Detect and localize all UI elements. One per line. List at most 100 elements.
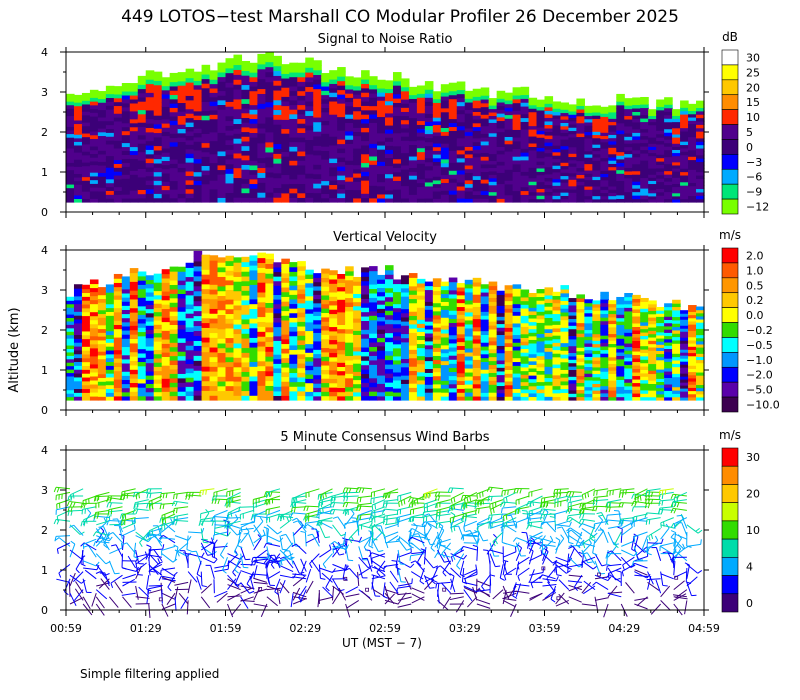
heatmap-cell [97, 298, 107, 303]
heatmap-cell [464, 307, 474, 313]
heatmap-cell [496, 198, 506, 203]
heatmap-cell [648, 174, 657, 178]
heatmap-cell [688, 195, 697, 200]
heatmap-cell [536, 184, 546, 189]
heatmap-cell [66, 355, 75, 360]
heatmap-cell [576, 294, 585, 299]
heatmap-cell [345, 185, 354, 191]
heatmap-cell [289, 354, 298, 360]
heatmap-cell [400, 383, 410, 389]
heatmap-cell [313, 116, 322, 123]
heatmap-cell [89, 375, 99, 381]
heatmap-cell [504, 194, 514, 199]
heatmap-cell [512, 338, 522, 343]
heatmap-cell [696, 365, 705, 370]
heatmap-cell [129, 94, 139, 100]
heatmap-cell [185, 130, 195, 136]
heatmap-cell [377, 136, 386, 142]
heatmap-cell [241, 187, 251, 194]
heatmap-cell [688, 107, 697, 111]
heatmap-cell [369, 122, 378, 128]
heatmap-cell [480, 330, 490, 336]
heatmap-cell [400, 279, 410, 285]
heatmap-cell [512, 311, 522, 316]
heatmap-cell [552, 198, 562, 203]
heatmap-cell [305, 347, 314, 353]
heatmap-cell [520, 136, 530, 142]
heatmap-cell [448, 94, 458, 100]
heatmap-cell [664, 367, 673, 372]
heatmap-cell [265, 341, 274, 347]
heatmap-cell [472, 122, 482, 128]
heatmap-cell [217, 113, 227, 119]
heatmap-cell [369, 382, 378, 388]
heatmap-cell [416, 151, 426, 156]
heatmap-cell [361, 171, 370, 177]
heatmap-cell [648, 303, 657, 308]
heatmap-cell [385, 359, 394, 365]
heatmap-cell [361, 140, 370, 146]
heatmap-cell [281, 352, 290, 359]
heatmap-cell [632, 118, 641, 123]
heatmap-cell [217, 342, 227, 349]
heatmap-cell [392, 115, 402, 121]
heatmap-cell [89, 130, 99, 136]
heatmap-cell [313, 159, 322, 165]
heatmap-cell [456, 333, 466, 339]
heatmap-cell [448, 346, 458, 352]
heatmap-cell [265, 375, 274, 382]
heatmap-cell [560, 119, 570, 123]
heatmap-cell [353, 131, 362, 137]
heatmap-cell [520, 198, 530, 203]
heatmap-cell [337, 315, 346, 321]
heatmap-cell [305, 163, 314, 169]
heatmap-cell [145, 70, 155, 76]
heatmap-cell [385, 80, 394, 86]
heatmap-cell [153, 136, 163, 142]
heatmap-cell [584, 147, 593, 152]
heatmap-cell [161, 378, 171, 384]
heatmap-cell [241, 395, 251, 401]
heatmap-cell [233, 390, 243, 396]
heatmap-cell [73, 365, 83, 370]
heatmap-cell [472, 347, 482, 352]
heatmap-cell [345, 151, 354, 157]
heatmap-cell [105, 326, 115, 332]
heatmap-cell [520, 121, 530, 126]
heatmap-cell [105, 124, 115, 130]
heatmap-cell [680, 191, 689, 196]
heatmap-cell [105, 143, 115, 149]
heatmap-cell [408, 336, 418, 342]
heatmap-cell [161, 168, 171, 174]
heatmap-cell [416, 379, 426, 385]
heatmap-cell [281, 169, 290, 176]
heatmap-cell [632, 163, 641, 168]
heatmap-cell [129, 83, 139, 88]
heatmap-cell [297, 376, 306, 383]
heatmap-cell [273, 138, 282, 145]
heatmap-cell [592, 396, 601, 401]
heatmap-cell [281, 296, 290, 302]
heatmap-cell [233, 309, 243, 316]
heatmap-cell [592, 307, 601, 311]
heatmap-cell [177, 342, 187, 348]
heatmap-cell [488, 195, 498, 200]
heatmap-cell [273, 308, 282, 314]
heatmap-cell [329, 296, 338, 302]
heatmap-cell [337, 76, 346, 82]
heatmap-cell [305, 334, 314, 340]
heatmap-cell [209, 140, 219, 146]
heatmap-cell [297, 174, 306, 180]
heatmap-cell [257, 380, 266, 386]
heatmap-cell [408, 106, 418, 111]
heatmap-cell [353, 118, 362, 124]
heatmap-cell [353, 383, 362, 389]
colorbar-label: 25 [746, 66, 760, 79]
heatmap-cell [656, 368, 665, 373]
heatmap-cell [385, 133, 394, 138]
heatmap-cell [440, 162, 450, 168]
heatmap-cell [496, 146, 506, 151]
heatmap-cell [672, 186, 681, 191]
heatmap-cell [408, 163, 418, 169]
heatmap-cell [66, 324, 75, 329]
